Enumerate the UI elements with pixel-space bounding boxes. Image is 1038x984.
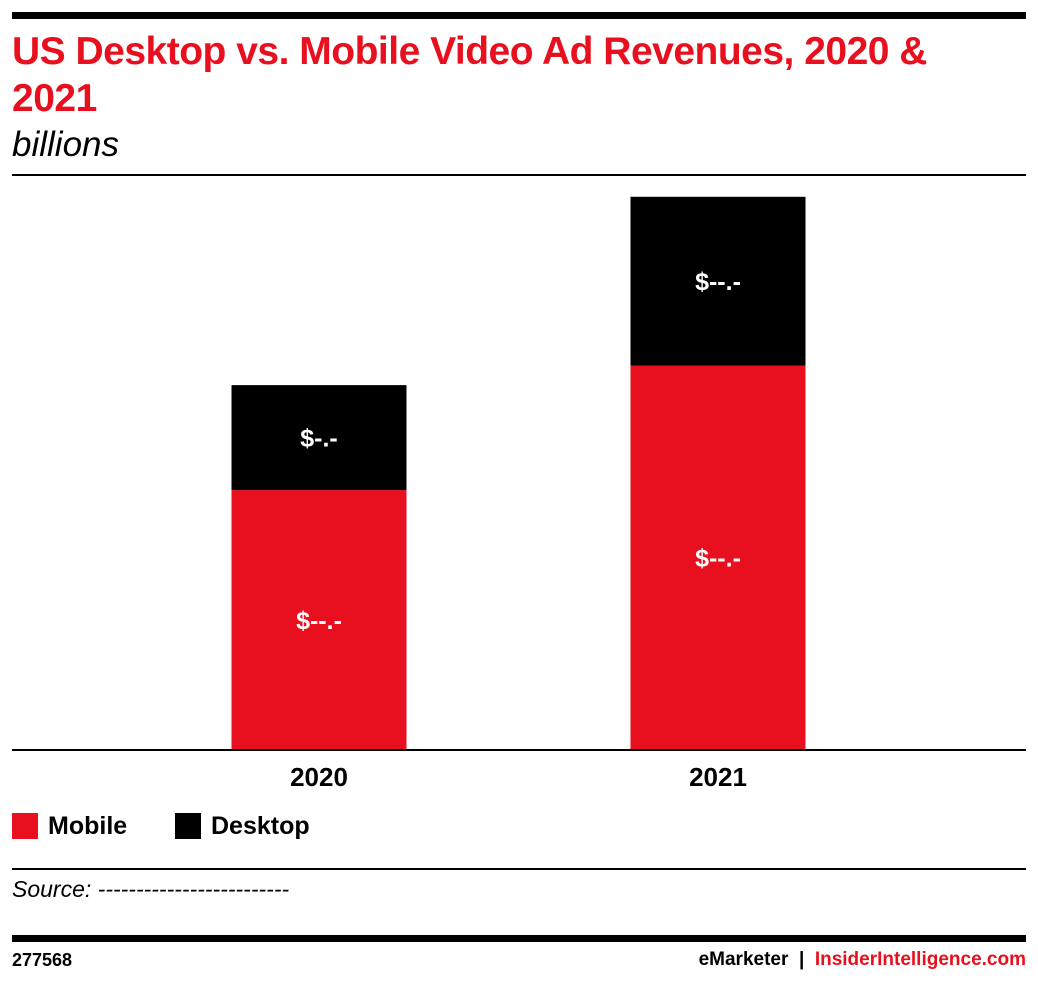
brand-separator: | bbox=[798, 949, 805, 970]
legend-label-mobile: Mobile bbox=[48, 812, 128, 840]
source-note: Source: ------------------------- bbox=[12, 876, 290, 902]
chart-title: US Desktop vs. Mobile Video Ad Revenues,… bbox=[12, 30, 927, 120]
chart-subtitle: billions bbox=[12, 125, 119, 164]
legend-swatch-desktop bbox=[175, 813, 201, 839]
x-tick-label-2021: 2021 bbox=[689, 762, 747, 792]
bar-desktop-2020 bbox=[231, 385, 407, 491]
bar-mobile-2020 bbox=[231, 490, 407, 750]
x-tick-labels: 2020 2021 bbox=[290, 762, 747, 792]
title-divider bbox=[12, 174, 1026, 176]
brand-insider-intelligence: InsiderIntelligence.com bbox=[814, 949, 1026, 970]
data-label-desktop-2021: $--.- bbox=[695, 268, 741, 296]
bars-group: $--.- $-.- $--.- $--.- bbox=[231, 196, 806, 750]
data-label-mobile-2020: $--.- bbox=[296, 607, 342, 635]
brand-emarketer: eMarketer bbox=[698, 949, 789, 970]
footer-rule bbox=[12, 935, 1026, 942]
legend-item-desktop: Desktop bbox=[175, 811, 310, 841]
bar-desktop-2021 bbox=[630, 196, 806, 366]
data-label-desktop-2020: $-.- bbox=[300, 425, 338, 453]
bar-mobile-2021 bbox=[630, 365, 806, 750]
x-tick-label-2020: 2020 bbox=[290, 762, 348, 792]
legend-label-desktop: Desktop bbox=[211, 812, 310, 840]
chart-id: 277568 bbox=[12, 950, 73, 970]
legend-swatch-mobile bbox=[12, 813, 38, 839]
source-divider bbox=[12, 868, 1026, 870]
legend-item-mobile: Mobile bbox=[12, 811, 127, 841]
top-rule bbox=[12, 12, 1026, 19]
brand-footer: eMarketer | InsiderIntelligence.com bbox=[699, 948, 1026, 972]
data-label-mobile-2021: $--.- bbox=[695, 545, 741, 573]
